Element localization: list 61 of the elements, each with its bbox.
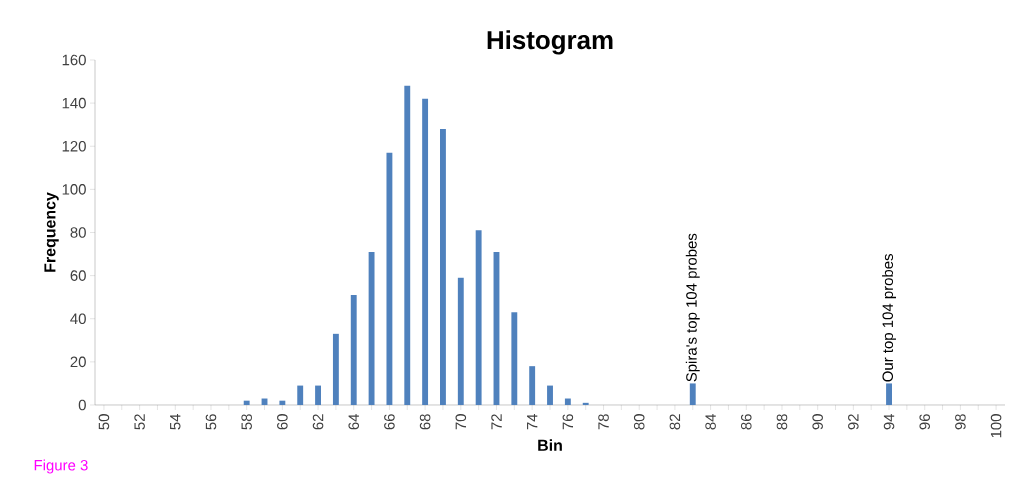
y-axis-title: Frequency (44, 192, 59, 272)
bar (279, 400, 286, 405)
x-tick-label: 86 (740, 414, 752, 430)
annotation: Spira's top 104 probes (685, 233, 700, 382)
bar (582, 402, 589, 405)
y-tick-label: 80 (70, 227, 86, 238)
bar (440, 128, 446, 405)
x-tick-label: 64 (348, 413, 360, 430)
y-tick-label: 120 (62, 140, 86, 152)
bar (689, 383, 696, 405)
y-tick-label: 100 (62, 184, 86, 195)
x-tick-label: 56 (205, 414, 217, 430)
x-tick-label: 70 (455, 414, 467, 430)
x-tick-label: 100 (990, 414, 1002, 438)
bar (547, 385, 553, 405)
bar (422, 98, 429, 405)
y-tick-label: 0 (78, 399, 86, 411)
x-tick-label: 62 (312, 414, 324, 430)
bar (529, 366, 536, 405)
x-tick-label: 74 (527, 413, 538, 430)
x-tick-label: 54 (170, 413, 181, 430)
caption: Figure 3 (34, 459, 88, 474)
annotation: Our top 104 probes (882, 254, 896, 382)
y-tick-label: 20 (70, 356, 86, 368)
y-tick-label: 160 (62, 54, 86, 66)
x-tick-label: 68 (419, 414, 431, 430)
bar (332, 333, 339, 405)
x-tick-label: 60 (277, 414, 288, 430)
bar (564, 398, 571, 405)
x-tick-label: 52 (134, 414, 145, 430)
bar (368, 251, 375, 405)
bar (350, 295, 357, 405)
bar (457, 277, 464, 405)
x-tick-label: 80 (633, 414, 645, 430)
x-tick-label: 88 (776, 414, 788, 430)
x-tick-label: 78 (598, 414, 609, 430)
x-tick-label: 58 (241, 414, 252, 430)
x-tick-label: 82 (669, 414, 681, 430)
bar (386, 152, 393, 405)
x-tick-label: 90 (812, 414, 823, 430)
bar (297, 385, 304, 405)
bar (404, 85, 411, 405)
x-tick-label: 96 (919, 414, 930, 430)
x-tick-label: 94 (883, 413, 895, 430)
x-tick-label: 66 (384, 414, 395, 430)
bar (243, 400, 250, 405)
x-tick-label: 50 (98, 414, 110, 430)
x-tick-label: 98 (955, 414, 966, 430)
bar (511, 312, 518, 405)
x-axis-title: Bin (538, 439, 562, 451)
chart-title: Histogram (487, 30, 613, 55)
x-tick-label: 92 (848, 414, 859, 430)
bar (315, 385, 321, 405)
x-tick-label: 84 (705, 413, 716, 430)
y-tick-label: 140 (62, 97, 86, 109)
bar (475, 230, 482, 405)
bar (886, 383, 892, 405)
y-tick-label: 60 (70, 270, 86, 281)
y-tick-label: 40 (70, 313, 86, 325)
x-tick-label: 72 (491, 414, 502, 430)
x-tick-label: 76 (562, 414, 574, 430)
